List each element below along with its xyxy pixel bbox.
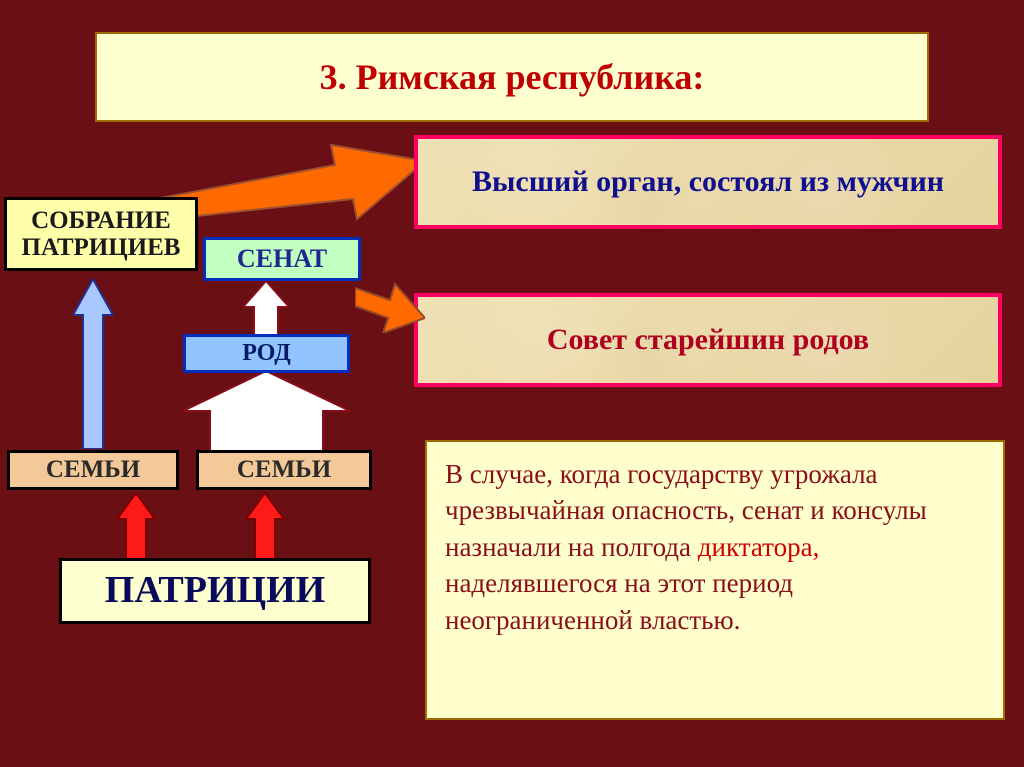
box-sobranie: СОБРАНИЕ ПАТРИЦИЕВ xyxy=(4,197,198,271)
info-box-council: Совет старейшин родов xyxy=(414,293,1002,387)
arrow-patricii-up-1 xyxy=(117,493,155,559)
arrow-blue-up xyxy=(73,279,113,449)
description-box: В случае, когда государству угрожала чре… xyxy=(425,440,1005,720)
patricii-text: ПАТРИЦИИ xyxy=(105,570,325,612)
arrow-rod-to-senat xyxy=(243,281,289,337)
desc-t2: диктатора, xyxy=(698,532,820,562)
arrow-senat-to-info2 xyxy=(355,278,425,333)
title-text: 3. Римская республика: xyxy=(320,56,705,98)
box-patricii: ПАТРИЦИИ xyxy=(59,558,371,624)
slide-title: 3. Римская республика: xyxy=(95,32,929,122)
semyi1-text: СЕМЬИ xyxy=(46,456,140,484)
box-rod: РОД xyxy=(183,334,350,373)
box-senat: СЕНАТ xyxy=(203,237,361,281)
desc-t1: В случае, когда государству угрожала чре… xyxy=(445,459,927,562)
arrow-patricii-up-2 xyxy=(246,493,284,559)
rod-text: РОД xyxy=(242,340,291,366)
sobranie-line1: СОБРАНИЕ xyxy=(22,207,181,235)
senat-text: СЕНАТ xyxy=(237,245,327,274)
box-semyi-1: СЕМЬИ xyxy=(7,450,179,490)
arrow-semyi-to-rod xyxy=(183,371,350,451)
sobranie-line2: ПАТРИЦИЕВ xyxy=(22,234,181,262)
info1-text: Высший орган, состоял из мужчин xyxy=(472,163,944,201)
desc-t3: наделявшегося на этот период неограничен… xyxy=(445,568,793,634)
info2-text: Совет старейшин родов xyxy=(547,321,869,359)
semyi2-text: СЕМЬИ xyxy=(237,456,331,484)
box-semyi-2: СЕМЬИ xyxy=(196,450,372,490)
info-box-highest-organ: Высший орган, состоял из мужчин xyxy=(414,135,1002,229)
